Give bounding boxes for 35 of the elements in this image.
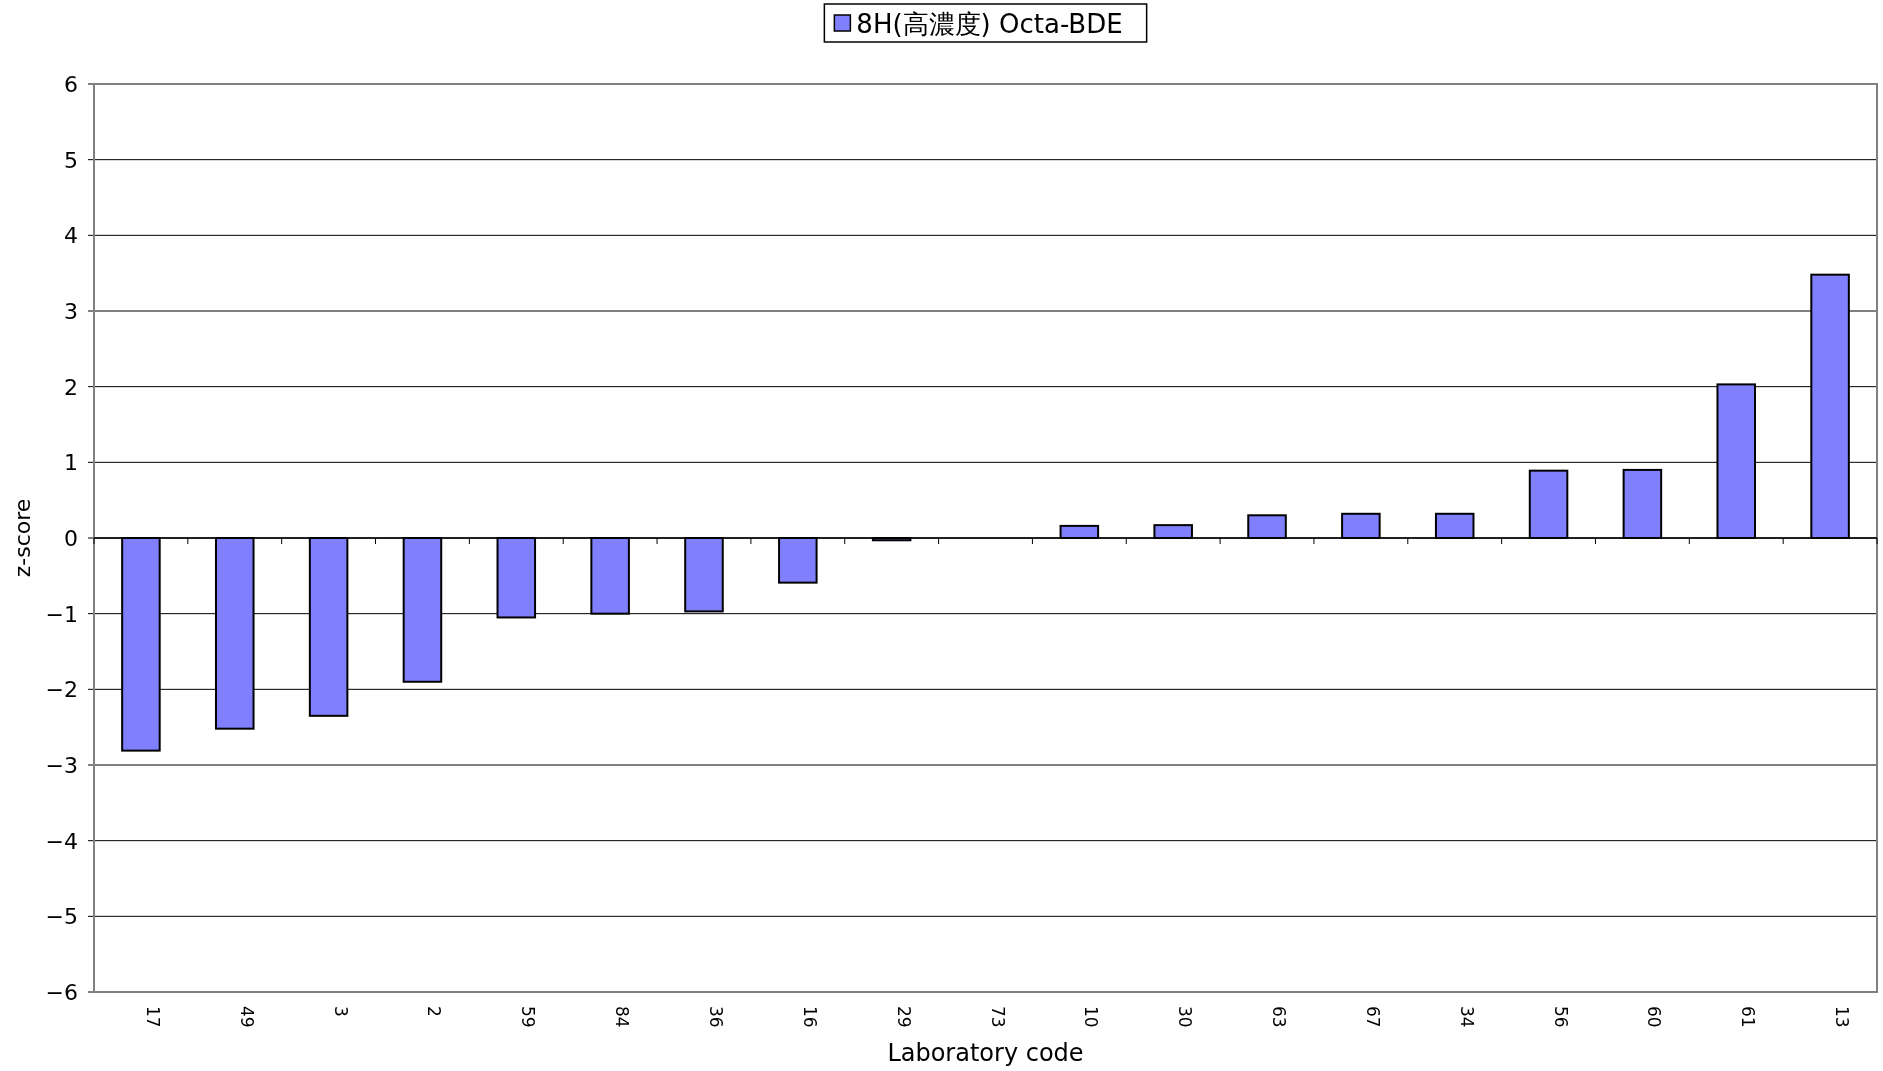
y-tick-label: −6	[45, 980, 78, 1005]
y-tick-label: 2	[64, 374, 78, 400]
y-tick-label: 1	[64, 450, 78, 476]
x-tick-label: 56	[1550, 1006, 1571, 1028]
x-tick-label: 73	[987, 1006, 1008, 1028]
y-tick-label: −5	[45, 904, 78, 930]
legend-label: 8H(高濃度) Octa-BDE	[856, 9, 1123, 39]
x-tick-label: 36	[705, 1006, 726, 1028]
x-axis-title: Laboratory code	[887, 1039, 1084, 1067]
y-tick-label: 4	[64, 223, 78, 249]
y-axis-title: z-score	[10, 498, 35, 578]
y-tick-label: 0	[64, 526, 78, 551]
x-tick-label: 61	[1738, 1006, 1759, 1028]
x-tick-label: 3	[330, 1006, 351, 1017]
x-tick-label: 17	[142, 1006, 163, 1028]
y-tick-label: 6	[64, 72, 78, 97]
x-tick-label: 16	[799, 1006, 820, 1028]
x-tick-label: 29	[893, 1006, 914, 1028]
x-tick-label: 60	[1644, 1006, 1665, 1028]
y-tick-label: −2	[45, 677, 78, 703]
x-tick-label: 67	[1362, 1006, 1383, 1028]
x-tick-label: 63	[1269, 1006, 1290, 1028]
x-tick-label: 59	[518, 1006, 539, 1028]
y-tick-label: −3	[45, 753, 78, 778]
x-tick-label: 2	[424, 1006, 445, 1017]
x-tick-label: 13	[1832, 1006, 1853, 1028]
x-tick-label: 84	[612, 1006, 633, 1028]
y-tick-label: 3	[64, 299, 78, 324]
x-tick-label: 49	[236, 1006, 257, 1028]
y-tick-label: 5	[64, 147, 78, 173]
x-tick-label: 34	[1456, 1006, 1477, 1028]
y-tick-label: −1	[45, 601, 78, 627]
x-tick-label: 30	[1175, 1006, 1196, 1028]
x-tick-label: 10	[1081, 1006, 1102, 1028]
y-tick-label: −4	[45, 828, 78, 854]
